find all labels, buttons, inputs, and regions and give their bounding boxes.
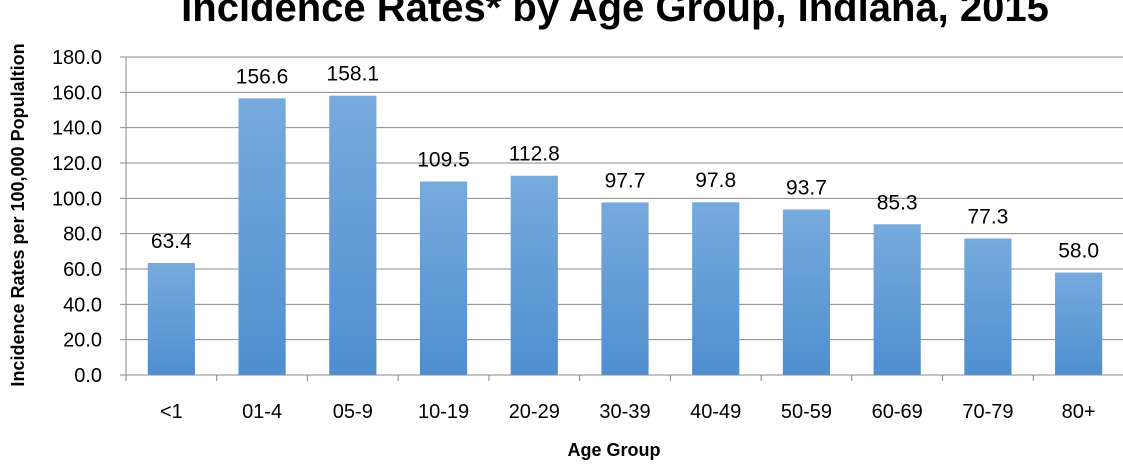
bar [601,202,649,375]
x-tick-label: <1 [160,401,183,423]
bar [873,224,921,375]
data-label: 158.1 [327,63,380,86]
data-label: 109.5 [417,149,470,172]
bars [147,95,1103,375]
y-tick-label: 160.0 [52,82,102,104]
data-label: 93.7 [786,176,827,199]
y-tick-label: 100.0 [52,188,102,210]
bar [964,238,1012,375]
y-tick-label: 0.0 [74,365,102,387]
y-tick-label: 180.0 [52,47,102,69]
bar [329,95,377,375]
bar [692,202,740,375]
x-tick-label: 70-79 [962,401,1013,423]
chart-title: Incidence Rates* by Age Group, Indiana, … [181,0,1049,30]
data-label: 112.8 [509,143,560,166]
x-tick-label: 05-9 [333,401,373,423]
y-tick-label: 80.0 [63,224,102,246]
bar [238,98,286,375]
data-label: 63.4 [151,230,192,253]
data-label: 58.0 [1058,240,1099,263]
labels: 0.0 20.0 40.0 60.0 80.0 100.0 120.0 140.0 160.0 1… [52,47,1099,423]
data-label: 97.7 [605,169,646,192]
x-tick-label: 60-69 [872,401,923,423]
data-label: 156.6 [236,65,289,88]
bar [782,209,831,375]
y-tick-label: 20.0 [63,330,102,352]
axes [120,56,1123,381]
bar [419,181,468,375]
x-tick-label: 10-19 [418,401,469,423]
x-tick-label: 20-29 [509,401,560,423]
data-label: 77.3 [967,205,1008,228]
x-axis-title: Age Group [568,440,661,460]
bar [1055,272,1103,375]
y-tick-label: 120.0 [52,153,102,175]
x-tick-label: 40-49 [690,401,741,423]
y-tick-label: 60.0 [63,259,102,281]
data-label: 97.8 [695,169,736,192]
y-tick-label: 140.0 [52,118,102,140]
data-label: 85.3 [877,191,918,214]
y-axis-title: Incidence Rates per 100,000 Populaltion [8,43,28,386]
bar [147,262,195,375]
x-tick-label: 80+ [1062,401,1096,423]
x-tick-label: 01-4 [242,401,282,423]
bar [510,175,558,375]
x-tick-label: 50-59 [781,401,832,423]
y-tick-label: 40.0 [63,294,102,316]
x-tick-label: 30-39 [599,401,650,423]
